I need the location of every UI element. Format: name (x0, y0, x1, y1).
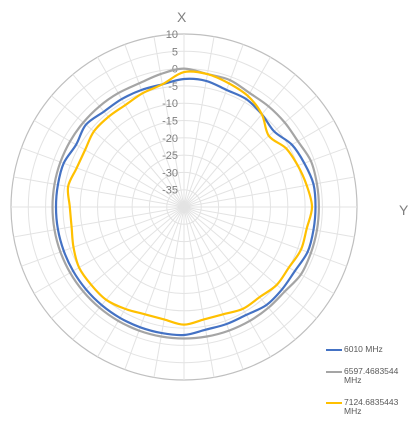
grid-spoke (183, 206, 317, 319)
grid-spoke (183, 206, 355, 238)
grid-spoke (153, 206, 185, 378)
radial-tick-label: -20 (162, 133, 178, 145)
legend-swatch-series-1 (326, 349, 342, 351)
grid-spoke (21, 147, 185, 208)
radial-tick-label: 5 (172, 46, 178, 58)
angle-label-y: Y (399, 202, 409, 218)
legend-item-series-1: 6010 MHz (326, 345, 408, 354)
grid-spoke (72, 74, 185, 208)
grid-spoke (183, 206, 335, 294)
legend-swatch-series-3 (326, 402, 342, 404)
legend-label-series-3: 7124.6835443 MHz (344, 397, 399, 416)
legend-item-series-3: 7124.6835443 MHz (326, 398, 408, 416)
grid-spoke (97, 56, 185, 208)
angle-label-x: X (177, 9, 187, 25)
grid-spoke (183, 176, 355, 208)
radial-tick-label: 10 (166, 29, 178, 41)
grid-spoke (13, 206, 185, 238)
series-lines (51, 67, 320, 340)
legend-swatch-series-2 (326, 371, 342, 373)
radial-tick-label: -30 (162, 167, 178, 179)
legend-item-series-2: 6597.4683544 MHz (326, 367, 408, 385)
grid-spoke (33, 206, 185, 294)
grid-spoke (183, 206, 215, 378)
series-line-2 (51, 67, 320, 340)
series-line-3 (66, 70, 314, 326)
grid-spoke (183, 36, 215, 208)
grid-spoke (33, 120, 185, 208)
grid-spoke (124, 44, 185, 208)
radial-tick-label: -25 (162, 150, 178, 162)
legend-label-series-2: 6597.4683544 MHz (344, 366, 399, 385)
grid-spoke (183, 206, 271, 358)
radial-tick-label: -10 (162, 98, 178, 110)
grid-spoke (183, 74, 296, 208)
grid-spoke (183, 147, 347, 208)
grid-spoke (51, 95, 185, 208)
grid-spoke (124, 206, 185, 370)
grid-spoke (183, 206, 347, 267)
polar-grid (10, 33, 358, 381)
grid-spoke (153, 36, 185, 208)
grid-spoke (183, 95, 317, 208)
grid-spoke (183, 206, 296, 340)
series-line-1 (54, 77, 317, 337)
grid-spoke (183, 56, 271, 208)
grid-spoke (13, 176, 185, 208)
legend: 6010 MHz 6597.4683544 MHz 7124.6835443 M… (326, 345, 408, 429)
grid-spoke (183, 120, 335, 208)
grid-spoke (183, 206, 244, 370)
grid-spoke (97, 206, 185, 358)
grid-spoke (21, 206, 185, 267)
grid-spoke (72, 206, 185, 340)
radial-tick-label: -5 (168, 81, 178, 93)
radial-tick-label: -35 (162, 185, 178, 197)
grid-spoke (51, 206, 185, 319)
grid-spoke (183, 44, 244, 208)
radial-tick-label: -15 (162, 116, 178, 128)
legend-label-series-1: 6010 MHz (344, 344, 383, 354)
